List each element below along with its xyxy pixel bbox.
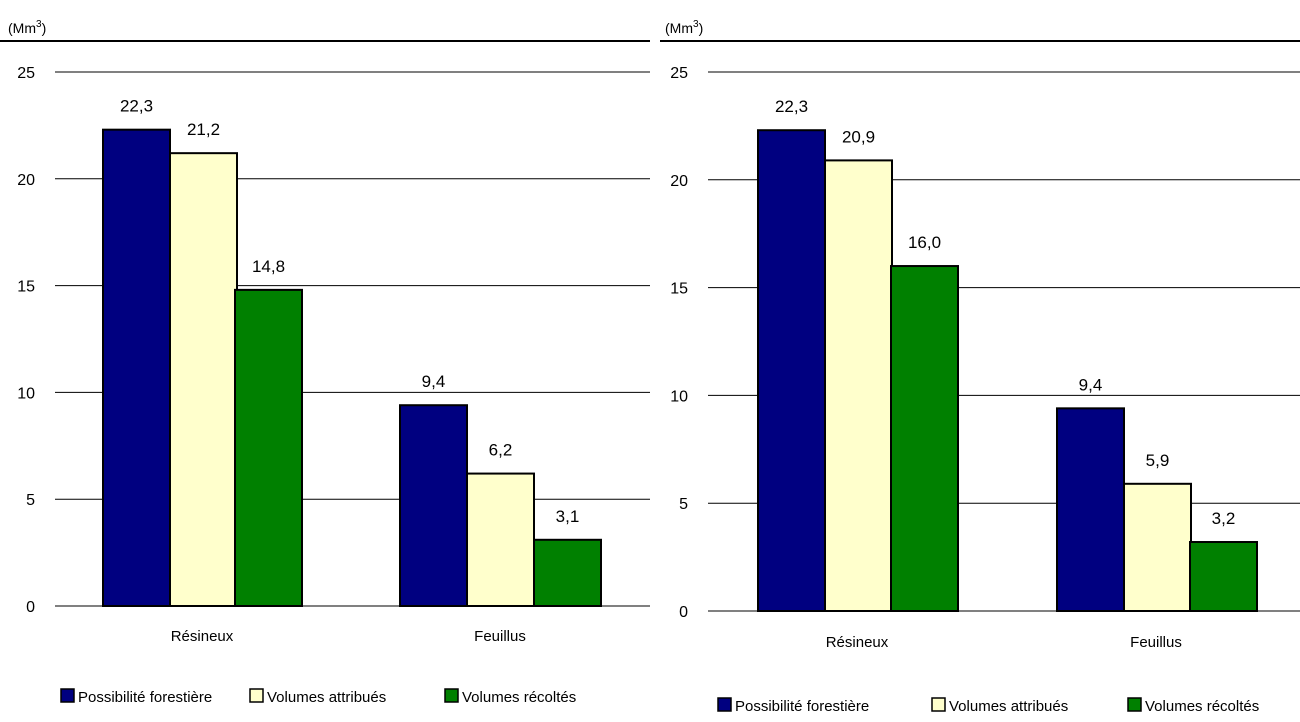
unit-label: (Mm3) bbox=[665, 19, 703, 36]
bar bbox=[466, 472, 535, 607]
legend-swatch bbox=[60, 688, 75, 703]
data-label: 3,2 bbox=[1212, 509, 1236, 528]
chart-panel-2: (Mm3) 0 5 10 15 20 25 22,3 20,9 16,0 Résineux 9,4 5,… bbox=[660, 19, 1300, 715]
y-tick-label: 15 bbox=[670, 281, 688, 298]
y-tick-label: 10 bbox=[17, 385, 35, 402]
y-tick-label: 5 bbox=[679, 496, 688, 513]
data-label: 3,1 bbox=[556, 507, 580, 526]
data-label: 22,3 bbox=[120, 97, 153, 116]
bar bbox=[169, 152, 238, 607]
legend-swatch bbox=[931, 697, 946, 712]
data-label: 6,2 bbox=[489, 441, 513, 460]
bar bbox=[757, 129, 826, 612]
bar bbox=[399, 404, 468, 607]
y-tick-label: 20 bbox=[670, 173, 688, 190]
legend-swatch bbox=[717, 697, 732, 712]
legend-label: Volumes récoltés bbox=[462, 689, 576, 706]
bar bbox=[1123, 482, 1192, 612]
data-label: 14,8 bbox=[252, 257, 285, 276]
data-label: 22,3 bbox=[775, 97, 808, 116]
x-category-label: Feuillus bbox=[1130, 634, 1182, 651]
data-label: 9,4 bbox=[1079, 375, 1103, 394]
bar bbox=[1056, 407, 1125, 612]
legend-label: Possibilité forestière bbox=[78, 689, 212, 706]
bar bbox=[890, 265, 959, 612]
bar bbox=[234, 288, 303, 607]
unit-label: (Mm3) bbox=[8, 19, 46, 36]
chart-panel-1: (Mm3) 0 5 10 15 20 25 22,3 21,2 14,8 Résineux 9,4 6,… bbox=[0, 19, 650, 706]
y-tick-label: 20 bbox=[17, 172, 35, 189]
bar bbox=[533, 538, 602, 607]
y-tick-label: 5 bbox=[26, 492, 35, 509]
legend-label: Possibilité forestière bbox=[735, 698, 869, 715]
legend-swatch bbox=[444, 688, 459, 703]
y-tick-label: 0 bbox=[26, 599, 35, 616]
legend-swatch bbox=[1127, 697, 1142, 712]
x-category-label: Feuillus bbox=[474, 628, 526, 645]
y-tick-label: 15 bbox=[17, 279, 35, 296]
legend-swatch bbox=[249, 688, 264, 703]
data-label: 9,4 bbox=[422, 372, 446, 391]
y-tick-label: 25 bbox=[670, 65, 688, 82]
x-category-label: Résineux bbox=[171, 628, 234, 645]
legend-label: Volumes attribués bbox=[267, 689, 386, 706]
data-label: 20,9 bbox=[842, 127, 875, 146]
x-category-label: Résineux bbox=[826, 634, 889, 651]
bar bbox=[102, 128, 171, 607]
y-tick-label: 0 bbox=[679, 604, 688, 621]
y-tick-label: 25 bbox=[17, 65, 35, 82]
y-tick-label: 10 bbox=[670, 388, 688, 405]
data-label: 16,0 bbox=[908, 233, 941, 252]
legend-label: Volumes récoltés bbox=[1145, 698, 1259, 715]
data-label: 21,2 bbox=[187, 120, 220, 139]
legend-label: Volumes attribués bbox=[949, 698, 1068, 715]
data-label: 5,9 bbox=[1146, 451, 1170, 470]
bar bbox=[824, 159, 893, 612]
bar bbox=[1189, 541, 1258, 612]
